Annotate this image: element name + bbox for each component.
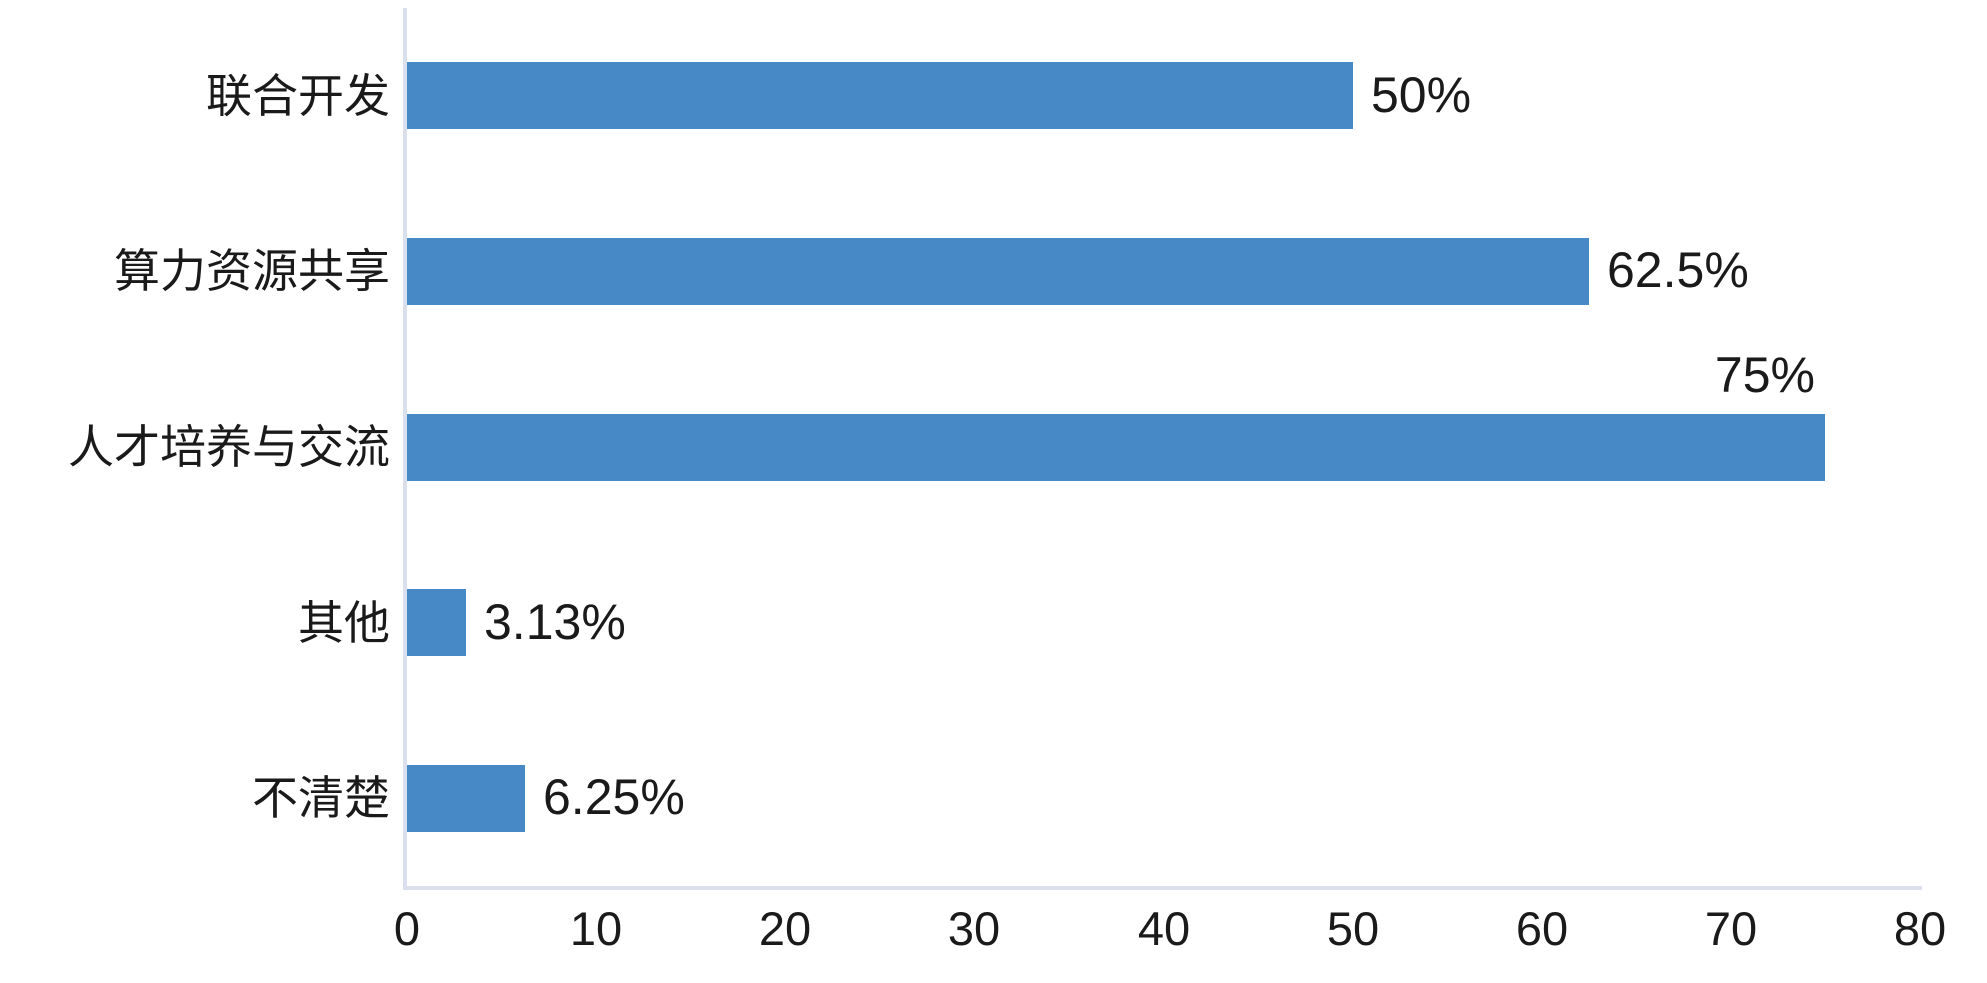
value-label: 3.13%: [484, 593, 626, 650]
value-label: 50%: [1371, 66, 1472, 123]
value-label: 6.25%: [543, 768, 685, 825]
bar: [407, 62, 1353, 129]
x-axis-tick-label: 50: [1326, 902, 1380, 955]
x-axis-tick-label: 10: [569, 902, 623, 955]
bar: [407, 414, 1825, 481]
bar: [407, 589, 466, 656]
bar: [407, 765, 525, 832]
category-label: 其他: [298, 597, 390, 649]
y-axis-line: [403, 8, 407, 890]
category-label: 算力资源共享: [114, 245, 390, 297]
plot-area: [403, 8, 1922, 890]
x-axis-tick-label: 40: [1137, 902, 1191, 955]
bar: [407, 238, 1589, 305]
value-label: 75%: [1714, 347, 1815, 403]
category-label: 人才培养与交流: [68, 421, 390, 473]
x-axis-tick-label: 70: [1704, 902, 1758, 955]
x-axis-line: [403, 886, 1922, 890]
category-label: 不清楚: [252, 772, 390, 824]
x-axis-tick-label: 20: [758, 902, 812, 955]
value-label: 62.5%: [1607, 241, 1749, 298]
x-axis-tick-label: 0: [393, 902, 421, 955]
x-axis-tick-label: 80: [1893, 902, 1947, 955]
x-axis-tick-label: 30: [947, 902, 1001, 955]
x-axis-tick-label: 60: [1515, 902, 1569, 955]
category-label: 联合开发: [206, 70, 390, 122]
